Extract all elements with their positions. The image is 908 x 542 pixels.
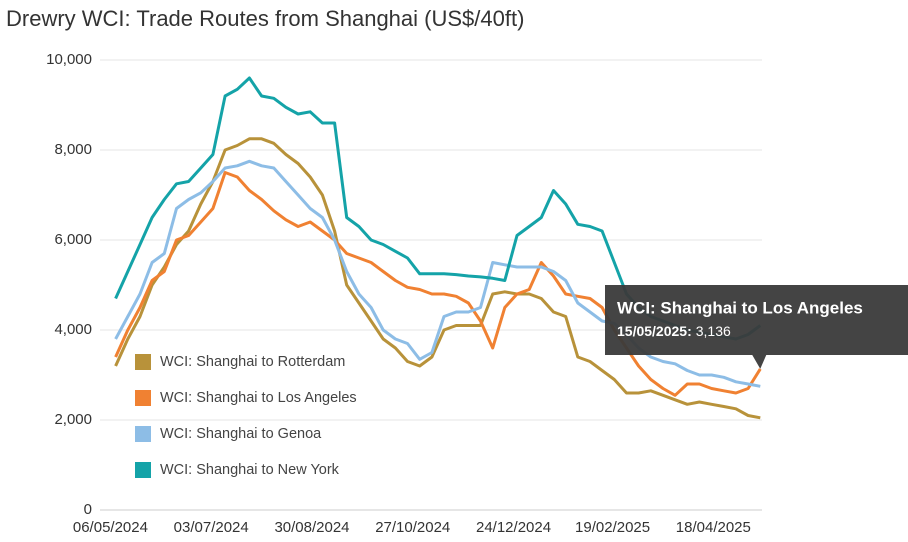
y-tick-label: 6,000 [54, 231, 92, 248]
y-tick-label: 8,000 [54, 141, 92, 158]
x-tick-label: 03/07/2024 [174, 519, 249, 536]
legend-label: WCI: Shanghai to Genoa [160, 426, 322, 442]
x-tick-label: 06/05/2024 [73, 519, 148, 536]
y-tick-label: 10,000 [46, 51, 92, 68]
series-line [114, 171, 762, 397]
legend-label: WCI: Shanghai to Rotterdam [160, 354, 345, 370]
tooltip-value: 3,136 [696, 323, 731, 339]
series-line [114, 137, 761, 420]
legend-swatch [135, 462, 151, 478]
chart-title: Drewry WCI: Trade Routes from Shanghai (… [6, 6, 524, 31]
tooltip-title: WCI: Shanghai to Los Angeles [617, 298, 863, 317]
legend-swatch [135, 354, 151, 370]
x-tick-label: 18/04/2025 [676, 519, 751, 536]
x-tick-label: 19/02/2025 [575, 519, 650, 536]
y-tick-label: 0 [84, 501, 92, 518]
legend-label: WCI: Shanghai to Los Angeles [160, 390, 357, 406]
y-tick-label: 2,000 [54, 411, 92, 428]
legend-swatch [135, 426, 151, 442]
legend-label: WCI: Shanghai to New York [160, 462, 340, 478]
legend-swatch [135, 390, 151, 406]
x-tick-label: 27/10/2024 [375, 519, 450, 536]
tooltip-line: 15/05/2025: 3,136 [617, 323, 731, 339]
x-tick-label: 24/12/2024 [476, 519, 551, 536]
tooltip-box [605, 285, 908, 369]
tooltip-date: 15/05/2025: [617, 323, 692, 339]
y-tick-label: 4,000 [54, 321, 92, 338]
series-line [114, 159, 761, 388]
x-tick-label: 30/08/2024 [274, 519, 349, 536]
